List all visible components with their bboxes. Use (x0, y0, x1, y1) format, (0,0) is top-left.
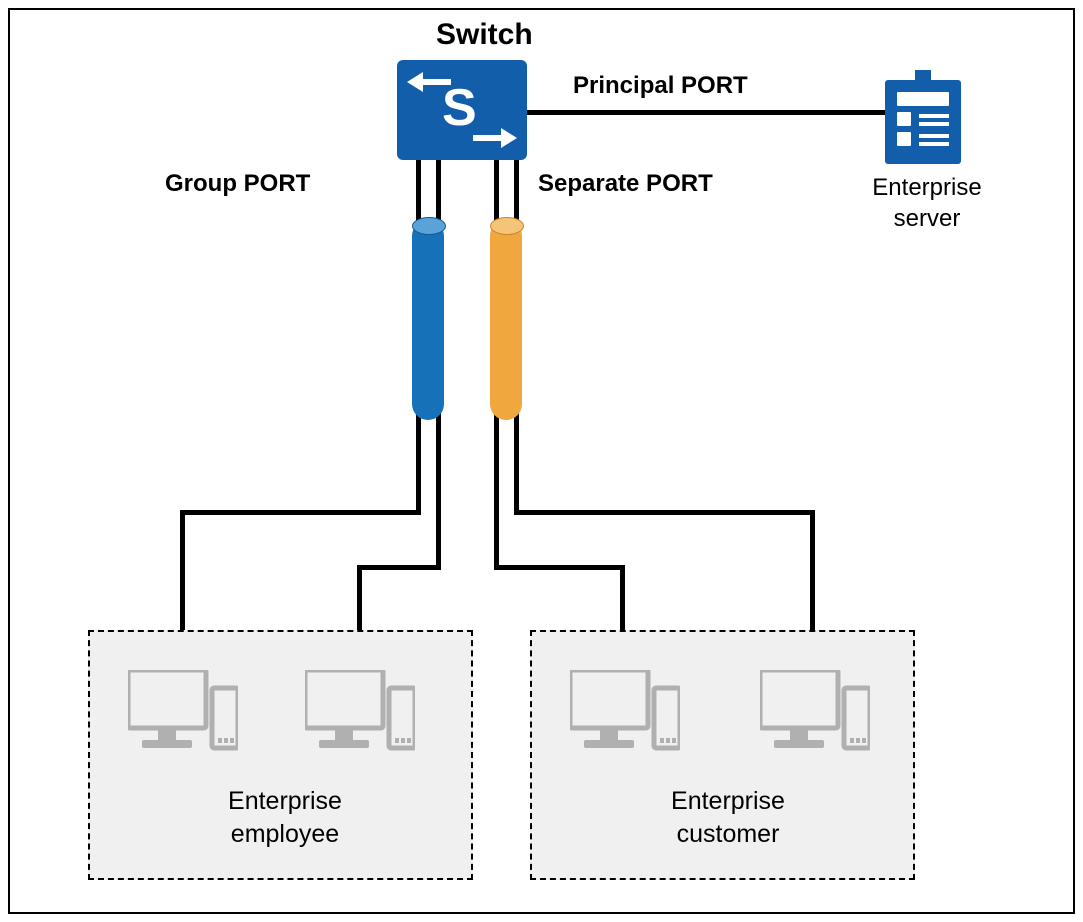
group-pipe (412, 220, 444, 420)
arrow-right-icon (473, 126, 519, 150)
switch-title: Switch (436, 18, 533, 52)
wire-principal (527, 110, 885, 115)
server-icon (885, 70, 961, 164)
wire-emp1-v (416, 420, 421, 515)
wire-emp2-h (357, 565, 441, 570)
pc-icon-cus2 (760, 670, 870, 762)
wire-cus1-h (494, 565, 624, 570)
wire-cus1-v (494, 420, 499, 570)
arrow-left-icon (405, 70, 451, 94)
server-label: Enterprise server (862, 172, 992, 234)
switch-icon: S (397, 60, 527, 160)
pc-icon-cus1 (570, 670, 680, 762)
separate-port-label: Separate PORT (538, 170, 713, 198)
pc-icon-emp1 (128, 670, 238, 762)
pc-icon-emp2 (305, 670, 415, 762)
wire-emp1-h (180, 510, 421, 515)
separate-pipe (490, 220, 522, 420)
wire-emp2-v (436, 420, 441, 570)
wire-cus2-v (514, 420, 519, 515)
wire-cus2-h (514, 510, 814, 515)
employee-group-label: Enterprise employee (205, 785, 365, 850)
group-port-label: Group PORT (165, 170, 310, 198)
principal-port-label: Principal PORT (573, 72, 748, 100)
customer-group-label: Enterprise customer (648, 785, 808, 850)
